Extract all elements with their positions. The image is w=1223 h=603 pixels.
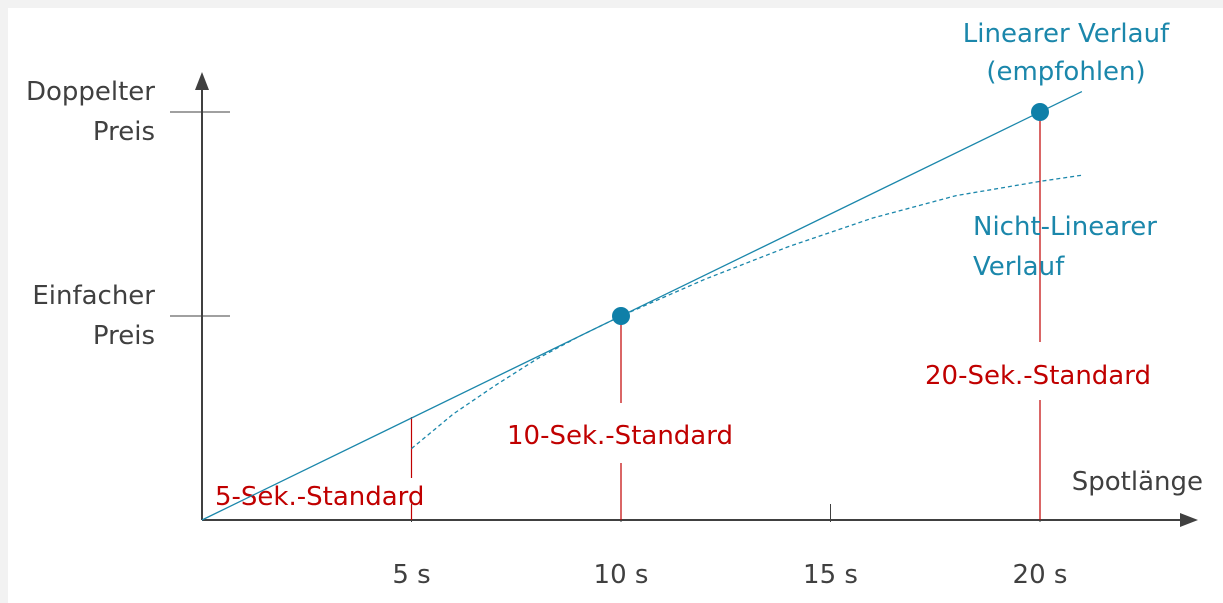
price-length-chart: 5 s 10 s 15 s 20 s Einfacher Preis Doppelter Pr… (26, 19, 1203, 590)
x-tick-label: 20 s (1013, 560, 1068, 590)
nonlinear-series-line (411, 174, 1082, 450)
series-label-nonlinear: Verlauf (973, 252, 1065, 282)
series-label-nonlinear: Nicht-Linearer (973, 212, 1157, 242)
linear-series-line (201, 91, 1083, 521)
series-label-linear: Linearer Verlauf (963, 19, 1170, 49)
series-label-linear: (empfohlen) (986, 57, 1145, 87)
y-tick-label: Einfacher (32, 281, 155, 311)
data-point (612, 307, 630, 325)
y-axis-arrow-icon (195, 72, 209, 90)
y-tick-label: Doppelter (26, 77, 155, 107)
standard-label: 20-Sek.-Standard (925, 361, 1151, 391)
standard-label: 5-Sek.-Standard (215, 482, 424, 512)
y-tick-label: Preis (93, 321, 155, 351)
x-axis-title: Spotlänge (1072, 467, 1203, 497)
data-point (1031, 103, 1049, 121)
chart-canvas: 5 s 10 s 15 s 20 s Einfacher Preis Doppelter Pr… (8, 8, 1223, 603)
standard-label: 10-Sek.-Standard (507, 421, 733, 451)
x-axis-arrow-icon (1180, 513, 1198, 527)
x-tick-label: 10 s (594, 560, 649, 590)
x-tick-label: 5 s (392, 560, 430, 590)
y-tick-label: Preis (93, 117, 155, 147)
x-tick-label: 15 s (803, 560, 858, 590)
